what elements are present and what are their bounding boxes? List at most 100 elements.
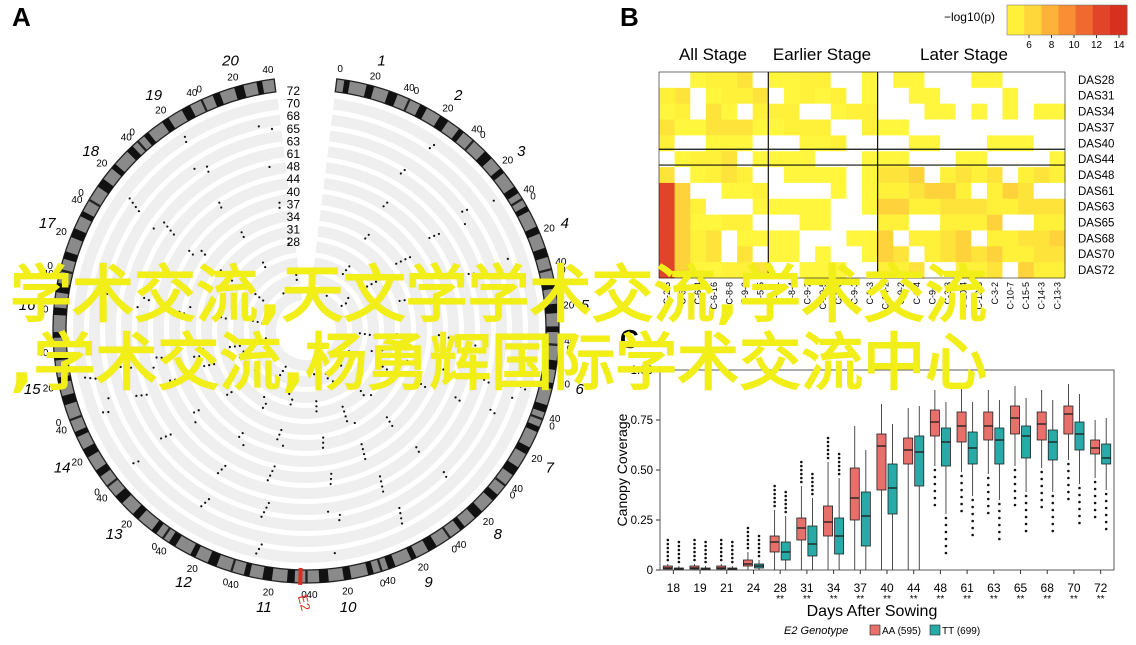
hit-dot (136, 305, 139, 309)
heatmap-cell (690, 167, 707, 184)
tick-label: 0 (40, 340, 46, 351)
hit-dot (333, 384, 336, 388)
heatmap-cell (815, 198, 832, 215)
hit-dot (442, 471, 445, 474)
chromosome-block (384, 90, 398, 107)
heatmap-cell (674, 103, 691, 120)
hit-dot (284, 365, 287, 368)
hit-dot (347, 350, 351, 353)
tick-label: 20 (37, 304, 49, 315)
heatmap-cell (690, 103, 707, 120)
heatmap-cell (1018, 151, 1035, 168)
hit-dot (185, 140, 188, 144)
heatmap-cell (705, 87, 722, 104)
heatmap-cell (924, 246, 941, 263)
outlier-dot (837, 452, 841, 456)
heatmap-cell (893, 72, 910, 89)
outlier-dot (666, 554, 670, 558)
hit-dot (395, 333, 399, 336)
hit-dot (137, 210, 141, 213)
column-label: C-15-5 (1021, 282, 1031, 310)
outlier-dot (784, 490, 788, 494)
hit-dot (408, 256, 412, 259)
y-tick-label: 1.00 (631, 365, 653, 377)
heatmap-cell (1002, 246, 1019, 263)
chromosome-block (95, 463, 111, 477)
heatmap-cell (1033, 214, 1050, 231)
colorbar-frame (1006, 4, 1128, 36)
y-axis-label: Canopy Coverage (614, 413, 630, 526)
outlier-dot (677, 552, 681, 556)
chromosome-label: 17 (39, 215, 56, 232)
heatmap-cell (752, 167, 769, 184)
hit-dot (472, 272, 475, 275)
tick-label: 0 (78, 188, 84, 199)
heatmap-cell (877, 230, 894, 247)
hit-dot (261, 261, 265, 264)
heatmap-cell (955, 119, 972, 136)
hit-dot (520, 348, 524, 351)
heatmap-cell (705, 119, 722, 136)
hit-dot (362, 452, 366, 456)
heatmap-cell (659, 135, 675, 152)
heatmap-cell (955, 87, 972, 104)
chromosome-block (544, 303, 559, 314)
track-label: 40 (287, 185, 301, 199)
box (887, 463, 898, 515)
hit-dot (247, 349, 250, 352)
tick-label: 20 (544, 223, 556, 234)
heatmap-cell (1002, 214, 1019, 231)
row-label: DAS70 (1078, 249, 1114, 261)
tick-label: 40 (43, 269, 55, 280)
outlier-dot (731, 556, 734, 560)
heatmap-cell (783, 198, 800, 215)
column-label: C-3-8 (834, 282, 844, 305)
heatmap-cell (705, 135, 722, 152)
outlier-dot (1013, 503, 1017, 507)
hit-dot (341, 405, 344, 408)
chromosome-block (514, 441, 530, 455)
heatmap-cell (940, 151, 956, 168)
heatmap-cell (737, 198, 753, 215)
tick-label: 0 (337, 64, 343, 75)
hit-dot (379, 278, 382, 281)
heatmap-cell (924, 151, 941, 168)
heatmap-cell (705, 167, 722, 184)
hit-dot (172, 233, 175, 236)
chromosome-block (414, 104, 428, 120)
outlier-dot (746, 526, 750, 530)
plot-area (659, 369, 1115, 571)
box (823, 505, 833, 537)
tick-label: 0 (47, 261, 53, 272)
outlier-dot (1024, 515, 1028, 519)
hit-dot (260, 515, 263, 518)
heatmap-cell (815, 72, 832, 89)
heatmap-cell (908, 214, 925, 231)
heatmap-cell (846, 72, 863, 89)
outlier-dot (719, 554, 723, 558)
hit-dot (203, 253, 207, 256)
box (956, 411, 967, 443)
heatmap-cell (986, 246, 1003, 263)
panel-label-a: A (12, 2, 31, 32)
hit-dot (220, 468, 223, 471)
heatmap-cell (986, 214, 1003, 231)
outlier-dot (784, 494, 788, 498)
significance-label: ** (1070, 594, 1078, 605)
heatmap-cell (815, 262, 832, 279)
heatmap-cell (1049, 103, 1066, 120)
chromosome-label: 6 (576, 381, 585, 398)
heatmap-cell (721, 119, 738, 136)
outlier-dot (944, 537, 948, 541)
hit-dot (207, 170, 210, 173)
outlier-dot (731, 552, 734, 556)
chromosome-label: 12 (175, 574, 192, 591)
tick-label: 20 (155, 106, 167, 117)
chromosome-block (532, 247, 549, 261)
outlier-dot (800, 468, 803, 472)
outlier-dot (677, 556, 681, 560)
hit-dot (399, 172, 402, 175)
chromosome-block (541, 280, 556, 291)
row-label: DAS34 (1078, 107, 1115, 119)
outlier-dot (826, 444, 830, 448)
